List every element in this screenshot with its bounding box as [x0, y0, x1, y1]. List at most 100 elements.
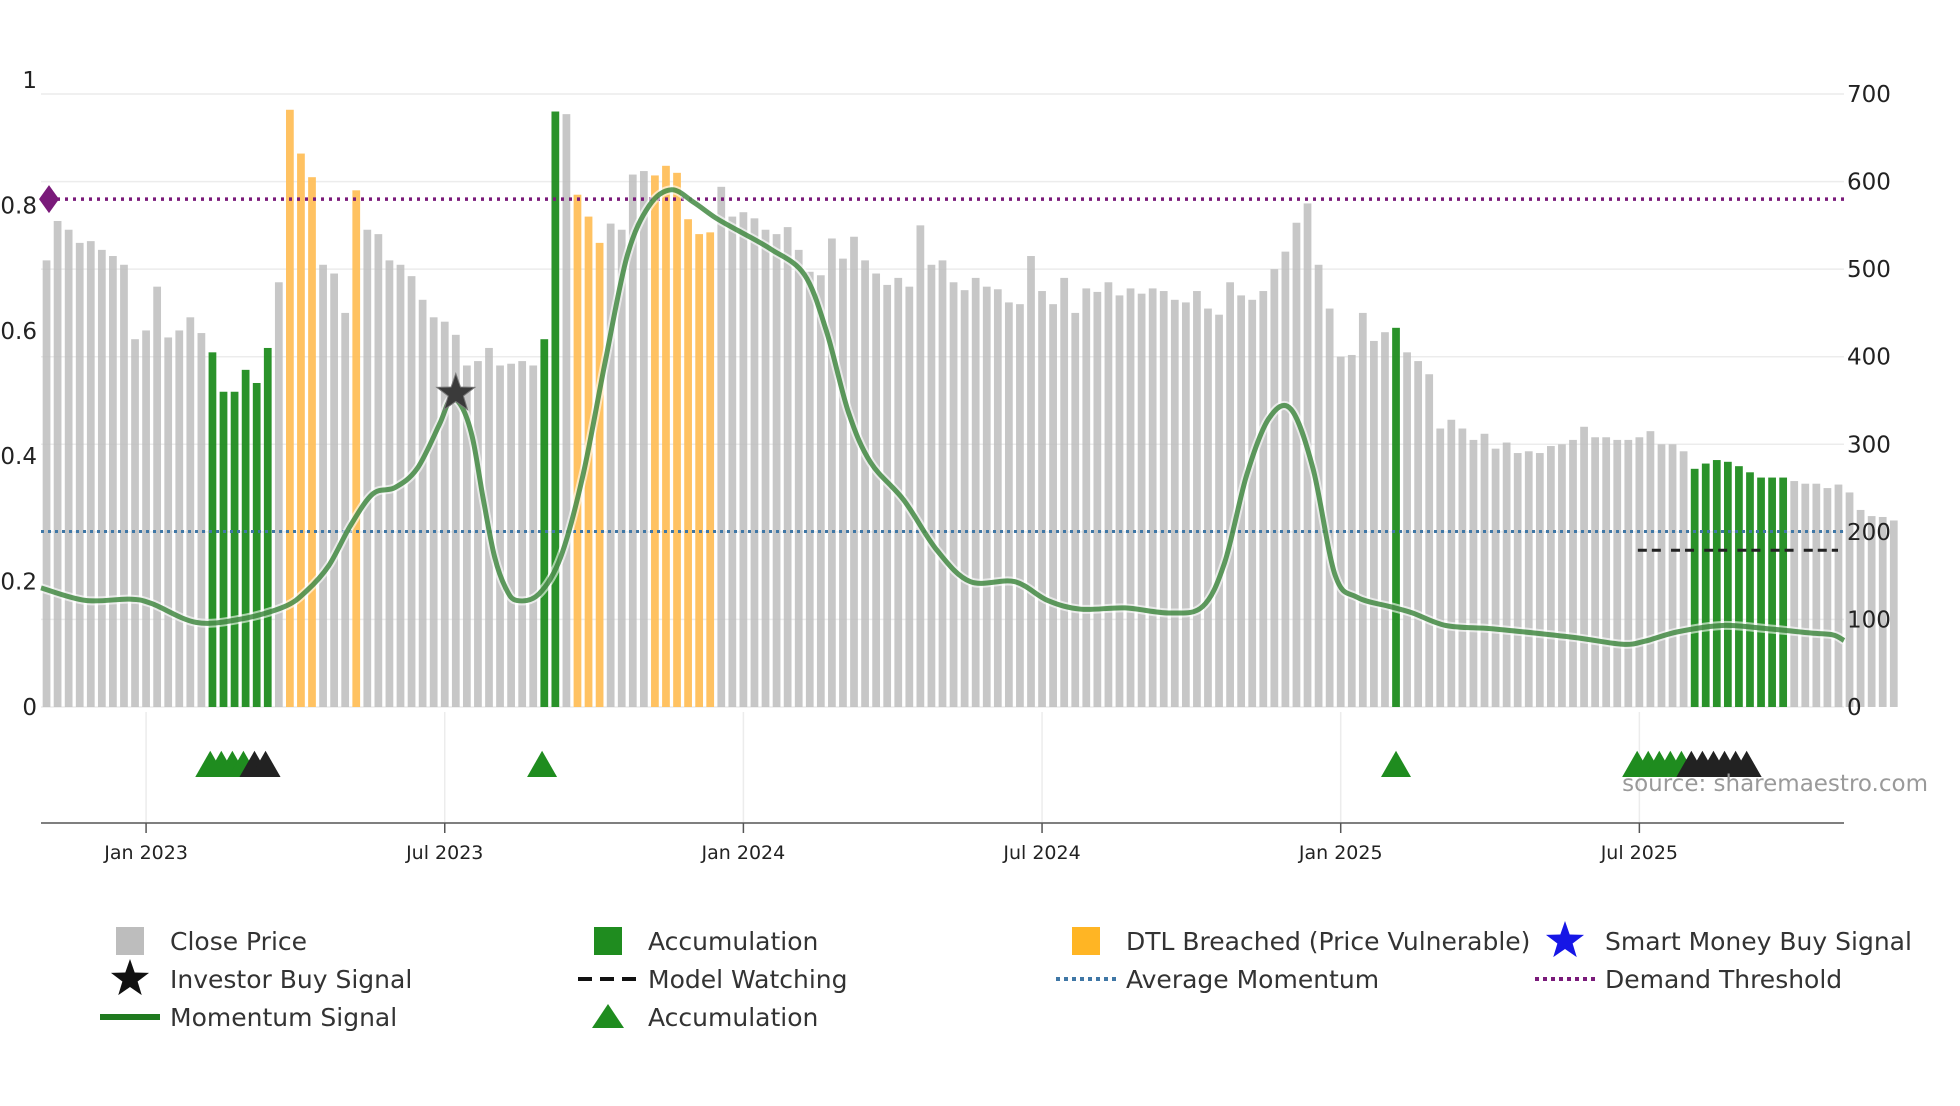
- right-tick-label: 700: [1847, 82, 1891, 108]
- price-bar: [1038, 291, 1046, 707]
- price-bar: [1381, 332, 1389, 707]
- dtl-breached-bar: [297, 153, 305, 707]
- price-bar: [1558, 444, 1566, 707]
- price-bar: [1292, 222, 1301, 708]
- price-bar: [496, 365, 504, 707]
- price-bar: [1148, 288, 1157, 707]
- lines-layer: [39, 185, 1847, 649]
- price-bar: [131, 339, 139, 707]
- price-bar: [1823, 488, 1832, 707]
- price-bar: [1580, 426, 1588, 707]
- price-bar: [164, 337, 173, 707]
- accumulation-bar: [1723, 461, 1732, 707]
- price-bar: [772, 234, 781, 707]
- price-bar: [805, 271, 814, 707]
- price-bar: [839, 258, 847, 707]
- price-bar: [175, 330, 184, 707]
- price-bar: [905, 286, 914, 707]
- legend-label: Demand Threshold: [1605, 965, 1842, 994]
- price-bar: [385, 260, 394, 707]
- price-bar: [1016, 304, 1024, 707]
- price-bar: [451, 334, 460, 707]
- x-tick-label: Jan 2024: [701, 842, 786, 864]
- price-bar: [1248, 299, 1257, 707]
- legend-swatch-star: [110, 959, 150, 996]
- price-bar: [1204, 308, 1212, 707]
- right-tick-label: 200: [1847, 520, 1891, 546]
- left-tick-label: 0.4: [0, 444, 37, 470]
- price-bar: [1569, 439, 1577, 707]
- legend-label: Momentum Signal: [170, 1003, 397, 1032]
- price-bar: [1325, 308, 1334, 707]
- price-bar: [1624, 439, 1633, 707]
- price-bar: [1646, 431, 1655, 707]
- accumulation-bar: [1746, 472, 1754, 707]
- price-bar: [1425, 374, 1434, 707]
- dtl-breached-bar: [352, 190, 361, 708]
- price-bar: [474, 361, 482, 707]
- price-bar: [97, 249, 106, 707]
- price-bar: [86, 241, 95, 707]
- right-tick-label: 300: [1847, 432, 1891, 458]
- dtl-breached-bar: [684, 219, 692, 707]
- price-bar: [1856, 509, 1865, 707]
- price-bar: [1491, 448, 1500, 707]
- legend-label: DTL Breached (Price Vulnerable): [1126, 927, 1530, 956]
- dtl-breached-bar: [706, 232, 715, 707]
- x-tick-label: Jul 2023: [405, 842, 483, 864]
- price-bar: [949, 282, 958, 707]
- right-tick-label: 0: [1847, 695, 1862, 721]
- price-bar: [1812, 483, 1821, 707]
- price-bar: [109, 256, 117, 707]
- price-bar: [728, 216, 737, 707]
- accumulation-bar: [252, 382, 261, 707]
- watermark-text: source: sharemaestro.com: [1622, 771, 1928, 797]
- price-bar: [440, 321, 449, 707]
- price-bar: [916, 225, 925, 707]
- price-bar: [1591, 437, 1599, 707]
- legend: Close Price Accumulation DTL Breached (Pri…: [100, 921, 1912, 1032]
- left-tick-label: 0.8: [0, 193, 37, 219]
- x-tick-label: Jan 2023: [103, 842, 188, 864]
- accumulation-bar: [1779, 477, 1788, 707]
- price-bar: [1547, 446, 1555, 707]
- price-bar: [1071, 312, 1080, 707]
- price-bar: [639, 171, 648, 707]
- price-bar: [761, 229, 770, 707]
- bars-layer: [42, 109, 1898, 708]
- legend-swatch-square: [116, 927, 144, 955]
- accumulation-marker: [1381, 750, 1412, 777]
- demand-threshold-marker: [39, 185, 59, 214]
- accumulation-bar: [540, 339, 549, 707]
- price-bar: [1126, 288, 1135, 707]
- accumulation-bar: [1712, 460, 1721, 707]
- legend-label: Accumulation: [648, 927, 818, 956]
- accumulation-bar: [1392, 327, 1400, 707]
- price-bar: [75, 242, 84, 707]
- price-bar: [1635, 437, 1644, 707]
- price-bar: [1193, 291, 1201, 707]
- price-bar: [186, 317, 195, 707]
- legend-label: Accumulation: [648, 1003, 818, 1032]
- price-bar: [993, 289, 1002, 707]
- price-bar: [861, 260, 869, 707]
- price-bar: [1027, 256, 1035, 707]
- accumulation-bar: [230, 391, 239, 707]
- left-tick-label: 0.6: [0, 319, 37, 345]
- x-tick-label: Jul 2024: [1002, 842, 1080, 864]
- x-tick-label: Jan 2025: [1298, 842, 1383, 864]
- dtl-breached-bar: [651, 175, 659, 708]
- price-bar: [120, 264, 128, 707]
- legend-swatch-square: [594, 927, 622, 955]
- legend-momentum-signal: Momentum Signal: [100, 1003, 397, 1032]
- price-bar: [1259, 291, 1268, 707]
- left-tick-label: 1: [22, 68, 37, 94]
- price-bar: [1181, 302, 1190, 707]
- accumulation-bar: [1768, 477, 1776, 707]
- price-bar: [1170, 299, 1179, 707]
- legend-smart-money: Smart Money Buy Signal: [1545, 921, 1912, 958]
- dtl-breached-bar: [695, 234, 704, 707]
- legend-accumulation-bar: Accumulation: [594, 927, 818, 956]
